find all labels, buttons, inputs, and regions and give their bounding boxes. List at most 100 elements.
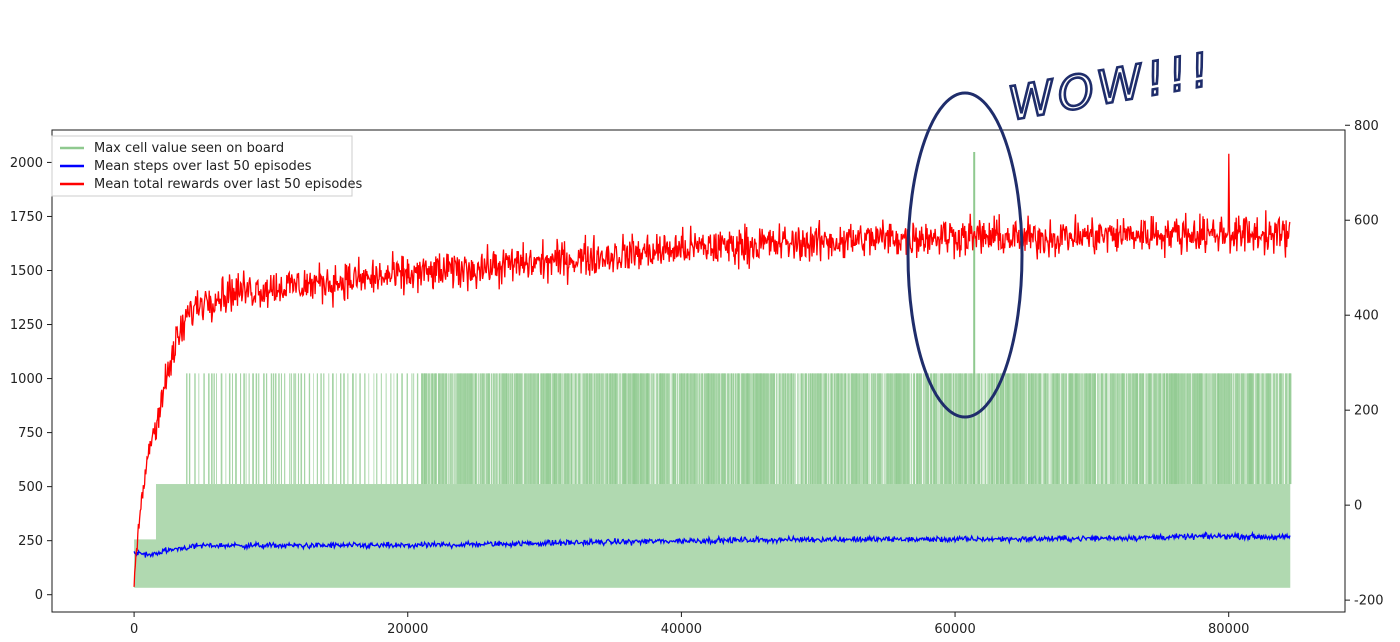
max-cell-spike-410 [840, 373, 843, 485]
max-cell-spike-55 [385, 373, 387, 485]
max-cell-spike-623 [1101, 373, 1104, 485]
max-cell-spike-749 [1252, 373, 1254, 485]
max-cell-spike-313 [726, 373, 730, 485]
max-cell-spike-619 [1096, 373, 1098, 485]
max-cell-spike-29 [289, 373, 291, 485]
max-cell-spike-261 [660, 373, 663, 485]
max-cell-spike-299 [708, 373, 710, 485]
max-cell-spike-635 [1115, 373, 1117, 485]
max-cell-spike-682 [1170, 373, 1173, 485]
legend-box [51, 135, 353, 197]
max-cell-spike-473 [919, 373, 921, 485]
max-cell-spike-710 [1205, 373, 1208, 485]
max-cell-spike-301 [711, 373, 713, 485]
max-cell-spike-535 [997, 373, 999, 485]
max-cell-spike-201 [589, 373, 590, 485]
max-cell-spike-13 [235, 373, 237, 485]
max-cell-spike-1 [188, 373, 191, 485]
max-cell-spike-139 [515, 373, 517, 485]
max-cell-spike-450 [889, 373, 893, 485]
max-cell-spike-549 [1013, 373, 1016, 485]
max-cell-spike-413 [844, 373, 846, 485]
max-cell-spike-212 [603, 373, 605, 485]
max-cell-spike-231 [626, 373, 628, 485]
max-cell-spike-47 [352, 373, 354, 485]
x-axis: 0 20000 40000 60000 80000 [130, 612, 1249, 637]
max-cell-spike-284 [689, 373, 691, 485]
max-cell-spike-210 [600, 373, 603, 485]
max-cell-spike-764 [1269, 373, 1272, 485]
max-cell-spike-773 [1280, 373, 1283, 485]
max-cell-spike-287 [692, 373, 695, 485]
max-cell-spike-735 [1237, 373, 1239, 485]
max-cell-spike-347 [767, 373, 770, 485]
max-cell-spike-336 [754, 373, 757, 485]
max-cell-spike-723 [1220, 373, 1223, 485]
max-cell-spike-332 [750, 373, 752, 485]
max-cell-spike-33 [297, 373, 300, 485]
max-cell-spike-222 [616, 373, 618, 485]
max-cell-spike-93 [456, 373, 459, 485]
max-cell-spike-140 [516, 373, 519, 485]
max-cell-spike-90 [452, 373, 454, 485]
max-cell-spike-663 [1150, 373, 1152, 485]
max-cell-spike-183 [568, 373, 570, 485]
max-cell-spike-124 [496, 373, 498, 485]
max-cell-spike-770 [1277, 373, 1278, 485]
max-cell-spike-519 [977, 373, 980, 485]
max-cell-spike-148 [526, 373, 528, 485]
max-cell-spike-359 [781, 373, 784, 485]
max-cell-spike-509 [964, 373, 966, 485]
max-cell-spike-74 [432, 373, 434, 485]
max-cell-spike-678 [1166, 373, 1168, 485]
x-tick-label: 0 [130, 622, 138, 637]
max-cell-spike-742 [1245, 373, 1247, 485]
max-cell-spike-123 [496, 373, 497, 485]
max-cell-spike-722 [1219, 373, 1222, 485]
max-cell-band-0 [134, 539, 156, 588]
max-cell-spike-572 [1041, 373, 1043, 485]
max-cell-spike-655 [1140, 373, 1143, 485]
max-cell-spike-312 [725, 373, 727, 485]
y-right-tick-label: 200 [1354, 404, 1379, 419]
y-left-tick-label: 500 [18, 480, 43, 495]
max-cell-spike-737 [1239, 373, 1241, 485]
max-cell-spike-512 [968, 373, 970, 485]
max-cell-spike-244 [640, 373, 642, 485]
max-cell-spike-176 [560, 373, 562, 485]
max-cell-spike-272 [674, 373, 677, 485]
max-cell-spike-644 [1125, 373, 1128, 485]
max-cell-spike-497 [949, 373, 952, 485]
max-cell-spike-4 [203, 373, 205, 485]
max-cell-spike-392 [820, 373, 822, 485]
y-left-tick-label: 250 [18, 534, 43, 549]
y-left-tick-label: 1250 [10, 318, 43, 333]
max-cell-spike-424 [858, 373, 861, 485]
max-cell-spike-587 [1059, 373, 1061, 485]
max-cell-spike-202 [589, 373, 593, 485]
max-cell-spike-402 [831, 373, 833, 485]
max-cell-spike-604 [1079, 373, 1081, 485]
max-cell-spike-636 [1116, 373, 1119, 485]
max-cell-spike-151 [530, 373, 532, 485]
max-cell-spike-246 [642, 373, 645, 485]
max-cell-spike-275 [678, 373, 681, 485]
max-cell-spike-170 [553, 373, 556, 485]
max-cell-spike-467 [911, 373, 913, 485]
max-cell-spike-763 [1268, 373, 1271, 485]
max-cell-spike-645 [1127, 373, 1129, 485]
max-cell-spike-219 [612, 373, 615, 485]
max-cell-spike-767 [1274, 373, 1276, 485]
max-cell-spike-88 [449, 373, 451, 485]
max-cell-spike-79 [438, 373, 441, 485]
max-cell-spike-35 [303, 373, 306, 485]
max-cell-spike-22 [265, 373, 268, 485]
max-cell-spike-738 [1240, 373, 1242, 485]
max-cell-spike-751 [1254, 373, 1256, 485]
max-cell-spike-162 [544, 373, 547, 485]
max-cell-spike-32 [295, 373, 297, 485]
max-cell-spike-73 [430, 373, 433, 485]
max-cell-spike-776 [1284, 373, 1286, 485]
max-cell-spike-40 [323, 373, 325, 485]
max-cell-spike-50 [364, 373, 366, 485]
